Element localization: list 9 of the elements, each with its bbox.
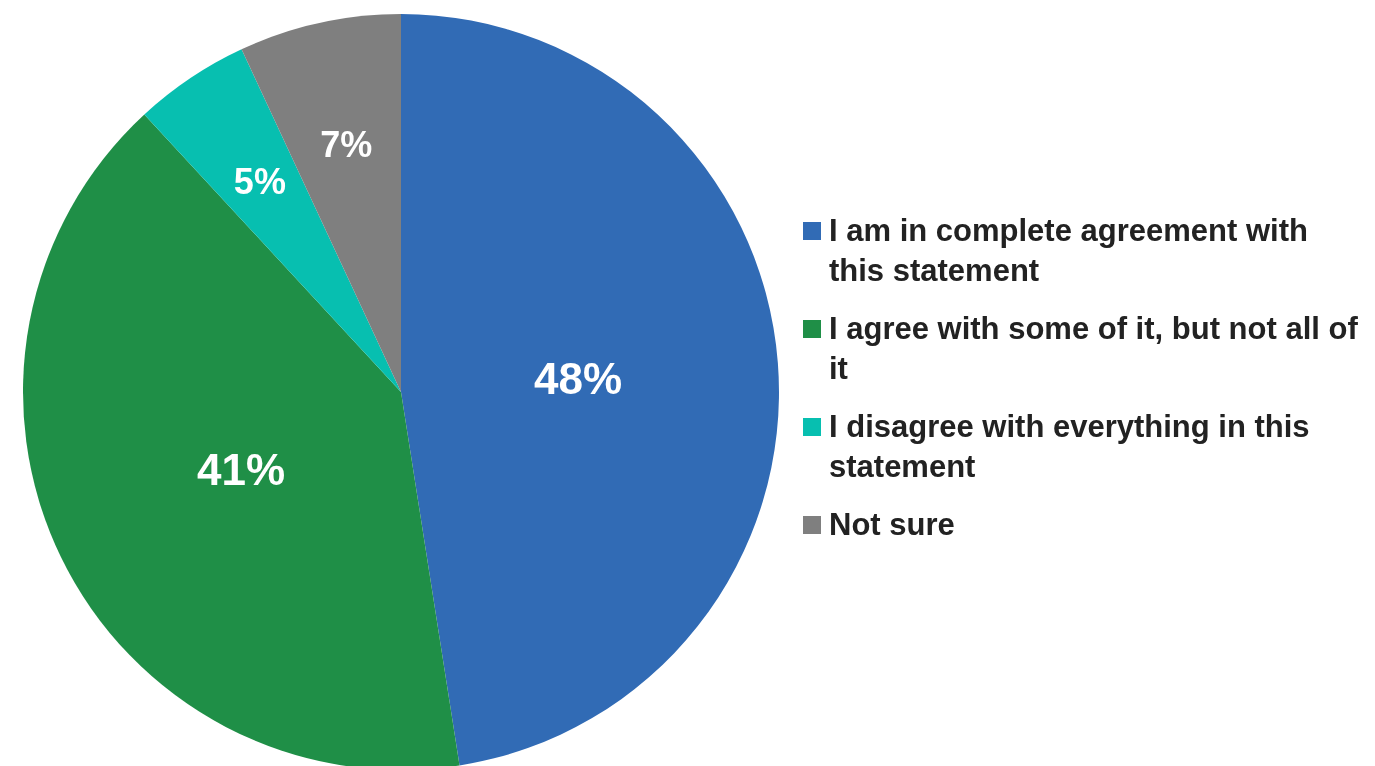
data-label: 7%	[320, 124, 373, 166]
data-label: 5%	[233, 161, 286, 203]
legend-label: Not sure	[829, 506, 955, 544]
legend-label: I disagree with everything in this statement	[829, 408, 1311, 486]
data-label: 48%	[534, 353, 623, 403]
pie-slice	[144, 49, 401, 392]
legend-label: I am in complete agreement with this statement	[829, 212, 1309, 290]
data-label: 41%	[197, 444, 286, 494]
legend-label: I agree with some of it, but not all of it	[829, 310, 1359, 388]
